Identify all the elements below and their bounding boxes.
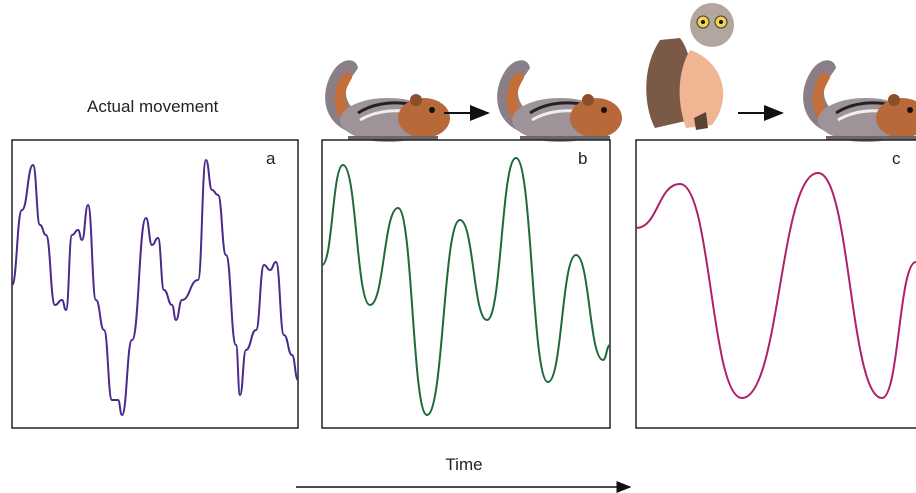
panel-label: b <box>578 149 587 168</box>
panel-frame <box>12 140 298 428</box>
axis-label: Time <box>445 455 482 474</box>
movement-curve <box>636 173 916 398</box>
owl <box>646 3 734 130</box>
chipmunk <box>325 60 450 142</box>
figure: Actual movement a b c Time <box>0 0 916 493</box>
panel-label: a <box>266 149 276 168</box>
movement-curve <box>12 160 298 415</box>
chipmunk <box>803 60 916 142</box>
heading: Actual movement <box>87 97 219 116</box>
panel-label: c <box>892 149 901 168</box>
movement-curve <box>322 158 610 415</box>
chipmunk <box>497 60 622 142</box>
